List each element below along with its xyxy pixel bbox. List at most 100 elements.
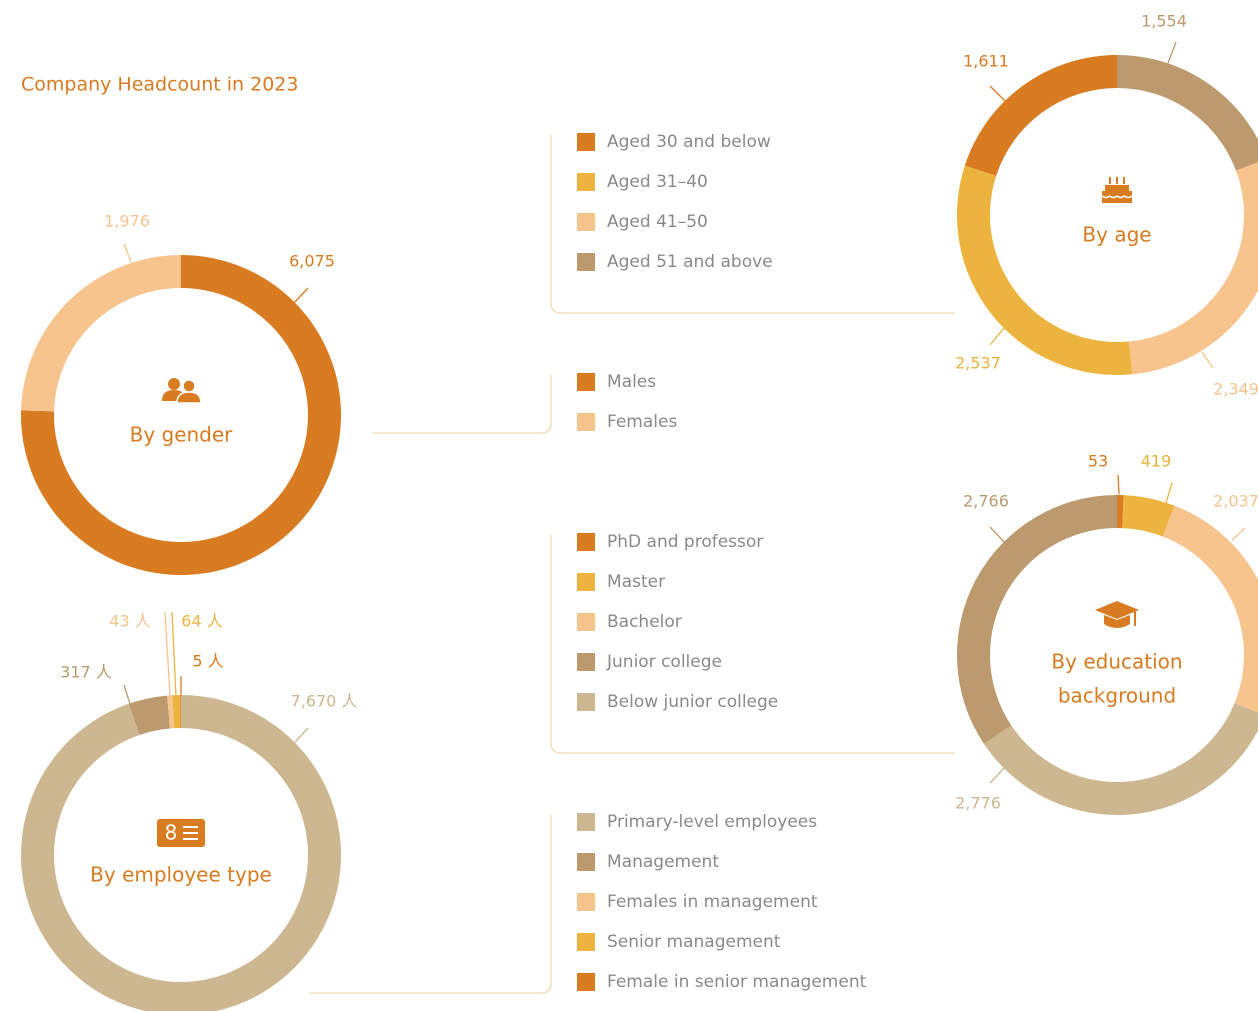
legend-text: Aged 30 and below	[607, 132, 771, 152]
center-label: By gender	[130, 423, 234, 447]
icon-part: 8	[165, 821, 178, 845]
center-label: By age	[1082, 223, 1151, 247]
icon-part	[182, 379, 196, 393]
legend-swatch	[577, 373, 595, 391]
value-label: 317 人	[60, 663, 112, 682]
donut-segment	[1122, 495, 1175, 537]
legend-text: Below junior college	[607, 692, 778, 712]
donut-chart: 53 PhD and professor 419 Master 2,037 Bachelo…	[577, 452, 1258, 815]
legend-swatch	[577, 133, 595, 151]
icon-part	[1105, 185, 1129, 191]
value-label: 2,766	[963, 492, 1009, 511]
bracket	[372, 375, 552, 434]
legend-text: Aged 51 and above	[607, 252, 773, 272]
legend-text: Males	[607, 372, 656, 392]
icon-part	[168, 378, 180, 390]
icon-part	[1101, 195, 1133, 199]
leader-line	[1167, 41, 1177, 64]
leader-line	[989, 767, 1005, 784]
icon-part	[1095, 601, 1139, 619]
legend-text: Senior management	[607, 932, 781, 952]
leader-line	[123, 243, 132, 263]
legend-text: Female in senior management	[607, 972, 867, 992]
legend-text: Junior college	[606, 652, 722, 672]
bracket	[550, 135, 955, 314]
donut-chart: 7,670 人 Primary-level employees 317 人 Manag…	[21, 612, 867, 1011]
icon-part	[1104, 615, 1130, 628]
icon-part	[1109, 177, 1111, 184]
legend-text: Females	[607, 412, 677, 432]
icon-part	[1102, 191, 1132, 203]
donut-segment	[1129, 162, 1258, 375]
legend-text: Females in management	[607, 892, 818, 912]
donut-segment	[167, 695, 175, 729]
legend-swatch	[577, 653, 595, 671]
value-label: 2,037	[1213, 492, 1258, 511]
value-label: 53	[1088, 452, 1108, 471]
legend-swatch	[577, 253, 595, 271]
donut-segment	[128, 695, 170, 735]
bracket	[550, 535, 955, 754]
value-label: 43 人	[109, 612, 150, 631]
leader-line	[171, 611, 177, 697]
leader-line	[1231, 527, 1246, 541]
donut-segment	[964, 55, 1117, 176]
legend-text: Master	[607, 572, 665, 592]
value-label: 5 人	[192, 652, 223, 671]
legend-text: Aged 41–50	[607, 212, 708, 232]
value-label: 419	[1141, 452, 1172, 471]
legend-text: Bachelor	[607, 612, 682, 632]
icon-part	[176, 391, 202, 404]
donut-segment	[180, 695, 181, 729]
value-label: 6,075	[289, 252, 335, 271]
center-label: By employee type	[90, 863, 272, 887]
donut-segment	[983, 702, 1258, 815]
value-label: 2,537	[955, 354, 1001, 373]
donut-segment	[957, 495, 1117, 744]
icon-part	[1116, 177, 1118, 184]
value-label: 1,976	[104, 212, 150, 231]
center-label: background	[1058, 684, 1176, 708]
leader-line	[989, 526, 1005, 543]
legend-swatch	[577, 413, 595, 431]
leader-line	[164, 611, 171, 697]
legend-swatch	[577, 893, 595, 911]
legend-text: Aged 31–40	[607, 172, 708, 192]
legend-swatch	[577, 173, 595, 191]
donut-segment	[172, 695, 181, 729]
center-label: By education	[1051, 650, 1182, 674]
legend-swatch	[577, 973, 595, 991]
legend-swatch	[577, 933, 595, 951]
value-label: 64 人	[181, 612, 222, 631]
value-label: 2,349	[1213, 380, 1258, 399]
donut-segment	[1117, 55, 1258, 171]
leader-line	[294, 727, 309, 743]
donut-chart: 6,075 Males 1,976 Females By gender	[20, 212, 677, 575]
legend-swatch	[577, 573, 595, 591]
value-label: 2,776	[955, 794, 1001, 813]
donut-segment	[1162, 505, 1258, 713]
value-label: 1,554	[1141, 12, 1187, 31]
donut-segment	[21, 695, 342, 1011]
value-label: 1,611	[963, 52, 1009, 71]
leader-line	[1117, 474, 1120, 495]
leader-line	[1165, 482, 1173, 504]
legend-text: PhD and professor	[607, 532, 763, 552]
legend-text: Primary-level employees	[607, 812, 817, 832]
legend-swatch	[577, 533, 595, 551]
bracket	[310, 815, 552, 994]
donut-chart: 1,611 Aged 30 and below 2,537 Aged 31–40 2,3…	[577, 12, 1258, 399]
leader-line	[291, 287, 309, 306]
legend-swatch	[577, 853, 595, 871]
leader-line	[123, 684, 131, 705]
donut-segment	[21, 255, 182, 412]
legend-swatch	[577, 613, 595, 631]
icon-part	[1123, 177, 1125, 184]
legend-swatch	[577, 813, 595, 831]
donut-segment	[957, 165, 1133, 375]
legend-text: Management	[607, 852, 719, 872]
legend-swatch	[577, 693, 595, 711]
leader-line	[1201, 351, 1214, 369]
page-title: Company Headcount in 2023	[21, 74, 298, 96]
